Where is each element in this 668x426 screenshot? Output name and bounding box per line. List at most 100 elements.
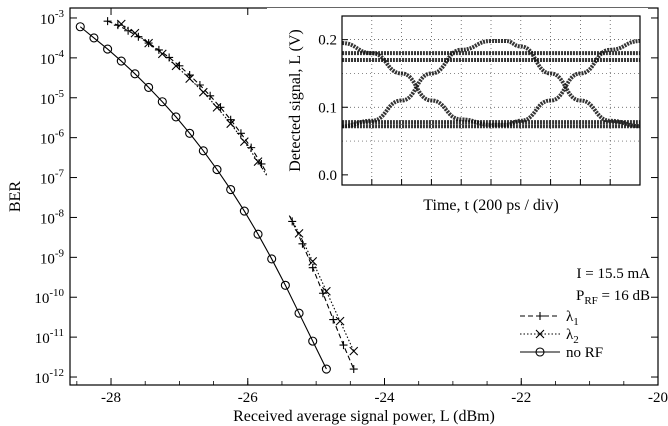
x-tick-label: -26 <box>238 390 258 406</box>
data-point-circle <box>198 146 208 156</box>
x-tick-label: -24 <box>375 390 395 406</box>
data-point-x <box>185 74 195 84</box>
data-point-x <box>171 61 181 71</box>
y-tick: 10-8 <box>40 207 658 227</box>
data-point-plus <box>318 289 327 298</box>
inset-y-tick-label: 0.1 <box>318 100 337 116</box>
data-point-plus <box>257 159 266 168</box>
prf-annotation: PRF = 16 dB <box>576 288 650 307</box>
inset-y-axis-label: Detected signal, L (V) <box>287 29 304 171</box>
data-point-circle <box>253 229 263 239</box>
y-tick-label: 10-6 <box>40 128 65 148</box>
current-annotation: I = 15.5 mA <box>577 266 651 282</box>
data-point-circle <box>130 69 140 79</box>
data-point-x <box>239 137 249 147</box>
series-3 <box>75 22 331 374</box>
data-point-plus <box>288 217 297 226</box>
inset-eye-diagram: 0.0 0.1 0.2 Time, t (200 ps / div) Detected … <box>267 8 648 215</box>
inset-trace <box>341 39 641 129</box>
data-point-plus <box>329 315 338 324</box>
y-tick: 10-12 <box>34 367 658 387</box>
y-tick: 10-4 <box>40 48 658 68</box>
data-point-plus <box>339 341 348 350</box>
inset-y-tick-label: 0.0 <box>318 168 337 184</box>
data-point-circle <box>294 308 304 318</box>
y-tick-label: 10-5 <box>40 88 65 108</box>
data-point-x <box>535 329 545 339</box>
data-point-plus <box>195 80 204 89</box>
data-point-plus <box>298 239 307 248</box>
legend-label: λ2 <box>566 327 579 346</box>
x-axis-label: Received average signal power, L (dBm) <box>233 408 495 425</box>
y-tick: 10-6 <box>40 128 658 148</box>
data-point-x <box>349 346 359 356</box>
y-tick-label: 10-8 <box>40 207 65 227</box>
data-point-circle <box>116 56 126 66</box>
x-tick-label: -28 <box>101 390 121 406</box>
y-tick-label: 10-4 <box>40 48 65 68</box>
data-point-x <box>294 229 304 238</box>
x-tick-label: -22 <box>511 390 531 406</box>
data-point-x <box>144 38 154 48</box>
data-point-plus <box>536 312 544 320</box>
y-tick-label: 10-10 <box>34 287 64 307</box>
data-point-x <box>116 19 126 29</box>
inset-x-axis-label: Time, t (200 ps / div) <box>423 197 558 214</box>
x-tick-label: -20 <box>648 390 668 406</box>
data-point-x <box>308 256 318 266</box>
series-2 <box>116 19 359 356</box>
inset-frame <box>341 15 641 186</box>
y-tick: 10-7 <box>40 168 658 188</box>
x-tick: -28 <box>101 8 121 406</box>
series-line <box>79 26 327 370</box>
legend-entry: λ2 <box>520 327 579 346</box>
legend-label: no RF <box>566 345 603 361</box>
data-point-x <box>157 49 167 59</box>
y-tick: 10-10 <box>34 287 658 307</box>
data-point-x <box>253 157 263 166</box>
data-point-circle <box>157 97 167 107</box>
data-point-plus <box>349 365 358 374</box>
y-tick-label: 10-9 <box>40 247 65 267</box>
data-point-circle <box>267 254 277 264</box>
data-point-circle <box>89 33 99 43</box>
data-point-circle <box>226 184 236 195</box>
legend-entry: no RF <box>520 345 603 361</box>
data-point-x <box>198 87 208 97</box>
data-point-circle <box>308 336 318 346</box>
y-tick-label: 10-12 <box>34 367 64 387</box>
data-point-circle <box>212 165 222 175</box>
legend-entry: λ1 <box>520 309 579 328</box>
data-point-plus <box>247 143 256 152</box>
y-tick: 10-5 <box>40 88 658 108</box>
inset-trace <box>341 39 641 127</box>
y-tick: 10-11 <box>35 327 658 347</box>
data-point-plus <box>185 71 194 80</box>
data-point-circle <box>75 22 85 32</box>
data-point-x <box>212 102 222 112</box>
data-point-circle <box>171 112 181 122</box>
data-point-circle <box>239 206 249 216</box>
y-tick: 10-9 <box>40 247 658 267</box>
data-point-circle <box>321 364 331 374</box>
data-point-x <box>226 119 236 129</box>
data-point-x <box>130 28 140 38</box>
data-point-x <box>335 316 345 326</box>
y-axis-label: BER <box>7 181 24 212</box>
inset-y-tick-label: 0.2 <box>318 33 337 49</box>
data-point-circle <box>280 280 290 290</box>
inset-background <box>267 8 648 215</box>
data-point-x <box>322 286 331 296</box>
data-point-plus <box>236 129 245 138</box>
main-plot: -28 -26 -24 -22 -20 10-3 10-4 10-5 10-6 10-7 10-8 1… <box>7 7 668 425</box>
data-point-circle <box>185 128 195 138</box>
data-point-circle <box>535 347 545 357</box>
x-tick: -26 <box>238 8 258 406</box>
y-tick-label: 10-7 <box>40 168 65 188</box>
y-tick: 10-3 <box>40 8 658 28</box>
y-tick-label: 10-3 <box>40 8 65 28</box>
data-point-circle <box>144 82 154 92</box>
data-point-circle <box>103 44 113 54</box>
